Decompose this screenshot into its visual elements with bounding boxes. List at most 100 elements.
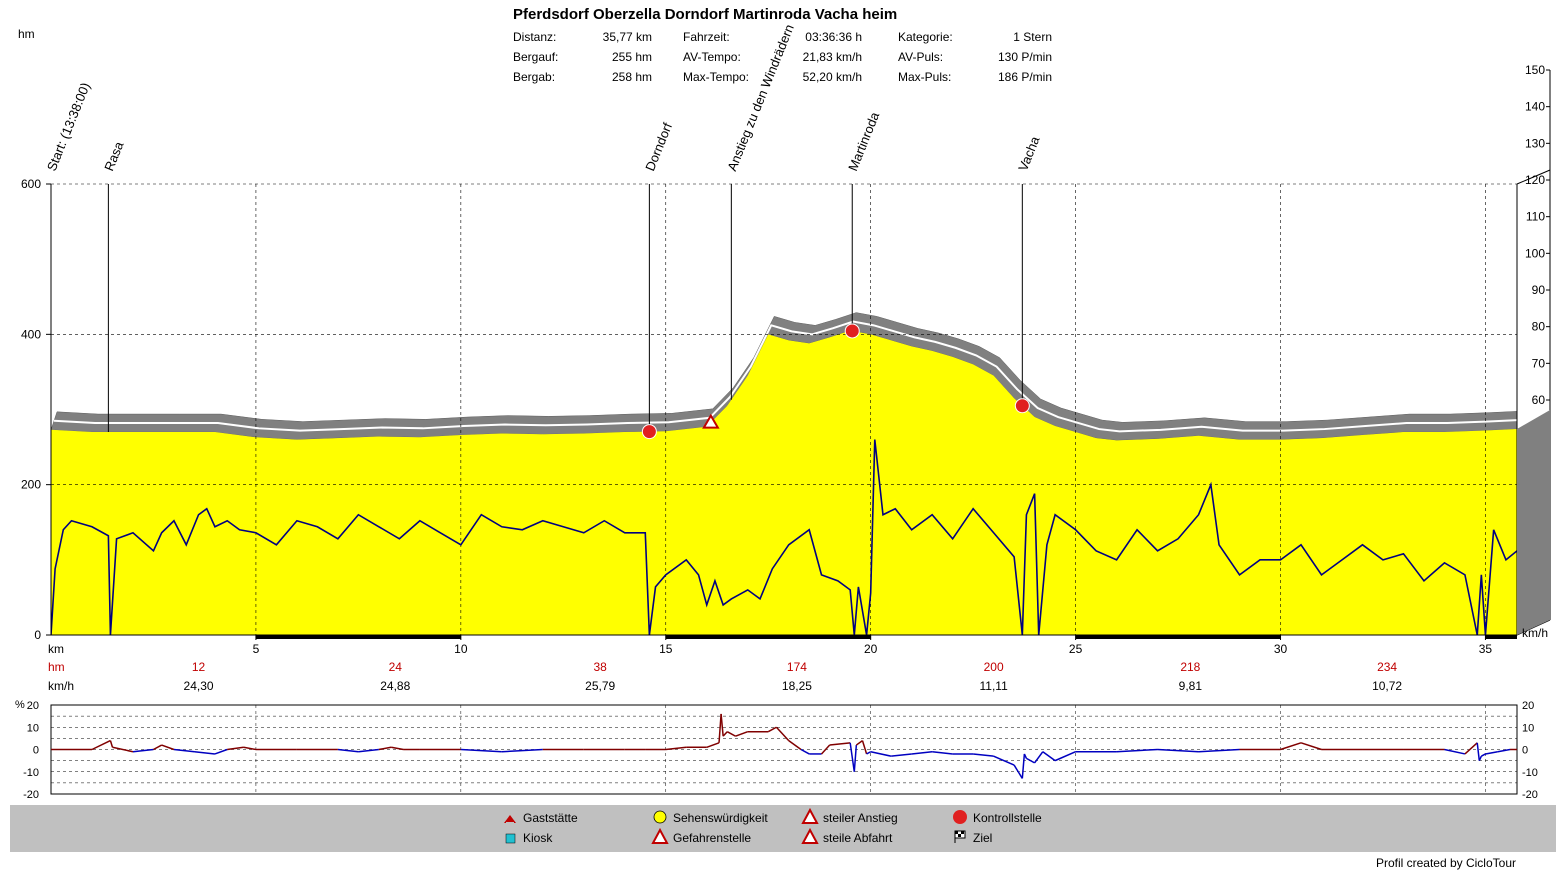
stop-icon — [1014, 398, 1030, 414]
y-axis-unit-hm: hm — [18, 27, 35, 41]
y2-tick-label: 100 — [1525, 246, 1545, 260]
stop-icon — [844, 323, 860, 339]
grade-segment — [112, 746, 134, 753]
grade-segment — [891, 753, 912, 757]
grade-segment — [1034, 751, 1044, 764]
grade-tick-label-right: -10 — [1522, 767, 1538, 779]
legend-item-ziel: Ziel — [954, 830, 992, 845]
grade-segment — [132, 748, 154, 753]
chart-title: Pferdsdorf Oberzella Dorndorf Martinroda… — [513, 6, 897, 23]
table-hm-value: 234 — [1377, 660, 1397, 674]
flag-check — [958, 834, 961, 837]
legend-panel — [10, 805, 1556, 852]
terrain-area — [51, 330, 1517, 635]
stat-value: 255 hm — [612, 50, 652, 64]
stop-icon — [953, 810, 967, 824]
grade-segment — [1476, 742, 1481, 761]
grade-segment — [665, 746, 687, 751]
stat-value: 21,83 km/h — [803, 50, 862, 64]
km-band — [255, 635, 461, 639]
table-kmh-value: 9,81 — [1179, 679, 1203, 693]
x-tick-label: 20 — [864, 642, 878, 656]
grade-chart: -20 -20 -10 -10 0 0 10 10 20 20 — [23, 700, 1538, 801]
table-kmh-value: 24,88 — [380, 679, 410, 693]
side-face — [1517, 410, 1550, 635]
stat-label: Max-Tempo: — [683, 70, 749, 84]
waypoint-label: Vacha — [1015, 134, 1043, 174]
legend-item-gaststaette: Gaststätte — [504, 811, 578, 825]
grid-layer — [51, 183, 1517, 635]
grade-tick-label: 20 — [27, 700, 39, 712]
grade-segment — [1157, 748, 1199, 753]
grade-segment — [109, 740, 114, 748]
grade-tick-label: 0 — [33, 745, 39, 757]
perspective-line — [1516, 169, 1551, 185]
stats-table: Distanz: 35,77 km Bergauf: 255 hm Bergab… — [513, 30, 1052, 84]
x-tick-label: 35 — [1479, 642, 1493, 656]
waypoint-label: Dorndorf — [642, 120, 675, 173]
grade-segment — [1280, 742, 1302, 751]
grade-segment — [1444, 748, 1466, 755]
table-kmh-value: 18,25 — [782, 679, 812, 693]
stat-label: Bergauf: — [513, 50, 558, 64]
footer-credit: Profil created by CicloTour — [1376, 856, 1516, 870]
smiley-icon — [653, 810, 667, 824]
grade-segment — [1026, 757, 1035, 764]
grade-segment — [726, 731, 736, 737]
legend-item-gefahrenstelle: Gefahrenstelle — [651, 827, 751, 845]
stat-value: 35,77 km — [603, 30, 652, 44]
grade-segment — [1300, 742, 1322, 751]
table-hm-value: 38 — [594, 660, 608, 674]
grade-segment — [735, 730, 748, 737]
grade-segment — [337, 748, 359, 753]
y-tick-label: 400 — [21, 327, 41, 341]
table-hm-value: 200 — [984, 660, 1004, 674]
grade-segment — [378, 746, 392, 751]
grade-segment — [855, 739, 863, 746]
stat-value: 03:36:36 h — [805, 30, 862, 44]
grade-segment — [153, 744, 163, 751]
grade-segment — [720, 713, 724, 737]
speed-line — [51, 439, 1517, 635]
grade-segment — [1013, 764, 1023, 779]
y2-tick-label: 60 — [1532, 393, 1546, 407]
house-icon — [504, 815, 516, 823]
grade-segment — [1478, 755, 1483, 761]
legend-item-steile-abfahrt: steile Abfahrt — [801, 827, 893, 845]
table-kmh-label: km/h — [48, 679, 74, 693]
grade-segment — [391, 746, 404, 751]
stat-value: 1 Stern — [1013, 30, 1052, 44]
grade-segment — [870, 750, 892, 757]
y-tick-label: 0 — [34, 628, 41, 642]
grade-segment — [214, 748, 228, 755]
table-hm-value: 12 — [192, 660, 206, 674]
grade-segment — [706, 742, 720, 748]
table-kmh-value: 11,11 — [980, 679, 1009, 693]
flag-check — [955, 831, 958, 834]
stat-label: Fahrzeit: — [683, 30, 730, 44]
grade-segment — [358, 748, 379, 753]
grade-segment — [932, 750, 953, 755]
y2-tick-label: 140 — [1525, 100, 1545, 114]
y2-tick-label: 70 — [1532, 356, 1546, 370]
grade-segment — [800, 748, 810, 755]
grade-segment — [1464, 742, 1478, 755]
legend-item-kontrollstelle: Kontrollstelle — [953, 810, 1042, 825]
grade-segment — [173, 748, 195, 753]
table-hm-value: 174 — [787, 660, 807, 674]
legend-label: Gaststätte — [523, 811, 578, 825]
grade-tick-label: -20 — [23, 789, 39, 801]
grade-segment — [227, 746, 244, 751]
table-hm-value: 218 — [1180, 660, 1200, 674]
y2-tick-label: 130 — [1525, 136, 1545, 150]
x-tick-label: 25 — [1069, 642, 1083, 656]
legend-label: Gefahrenstelle — [673, 831, 751, 845]
waypoint-label: Martinroda — [845, 109, 882, 173]
grade-segment — [820, 744, 831, 755]
y2-tick-label: 120 — [1525, 173, 1545, 187]
stat-value: 258 hm — [612, 70, 652, 84]
grade-tick-label-right: -20 — [1522, 789, 1538, 801]
legend-item-steiler-anstieg: steiler Anstieg — [801, 807, 898, 825]
axes-layer: 0200400600405060708090100110120130140150… — [21, 63, 1551, 656]
table-hm-value: 24 — [389, 660, 403, 674]
